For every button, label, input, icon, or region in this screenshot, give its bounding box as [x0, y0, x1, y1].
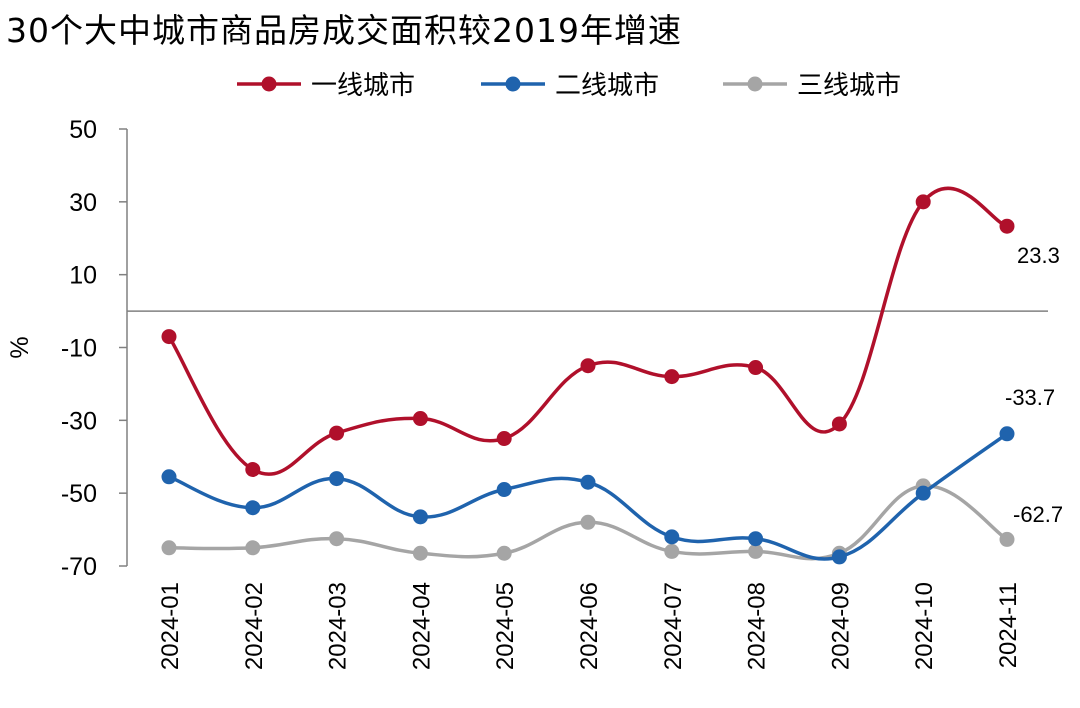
data-point — [748, 531, 764, 547]
y-tick-label: -10 — [61, 335, 97, 363]
data-point — [329, 471, 345, 487]
legend-item: 一线城市 — [237, 71, 415, 101]
y-tick-label: 50 — [69, 116, 97, 144]
y-axis-label: % — [6, 336, 34, 358]
series-line — [167, 186, 1009, 476]
x-tick-label: 2024-06 — [576, 582, 603, 670]
data-point — [496, 482, 512, 498]
data-point — [580, 514, 596, 530]
series-1 — [161, 186, 1015, 477]
legend-item: 二线城市 — [481, 71, 659, 101]
legend-label: 三线城市 — [797, 71, 901, 101]
data-point — [999, 218, 1015, 234]
x-tick-label: 2024-07 — [660, 582, 687, 670]
data-label: 23.3 — [1017, 243, 1060, 268]
x-tick-label: 2024-11 — [995, 582, 1022, 668]
data-point — [329, 531, 345, 547]
series-layer — [161, 186, 1015, 565]
legend-label: 一线城市 — [311, 71, 415, 101]
x-tick-label: 2024-09 — [827, 582, 854, 670]
data-point — [664, 543, 680, 559]
series-line — [167, 432, 1009, 561]
data-point — [161, 469, 177, 485]
axes: 50 30 10 -10 -30 -50 -70% 2024-01 2024-02 2024-03… — [6, 116, 1048, 670]
x-tick-label: 2024-01 — [157, 582, 184, 670]
legend-marker — [505, 76, 521, 92]
x-tick-label: 2024-02 — [241, 582, 268, 670]
data-point — [245, 500, 261, 516]
data-point — [664, 369, 680, 385]
data-point — [412, 411, 428, 427]
legend-marker — [747, 76, 763, 92]
data-point — [831, 549, 847, 565]
chart-title: 30个大中城市商品房成交面积较2019年增速 — [6, 11, 682, 50]
data-point — [831, 416, 847, 432]
y-tick-label: -70 — [61, 553, 97, 581]
data-point — [748, 360, 764, 376]
data-label: -62.7 — [1013, 502, 1063, 527]
y-tick-label: -50 — [61, 480, 97, 508]
x-tick-label: 2024-04 — [408, 582, 435, 670]
x-tick-label: 2024-03 — [325, 582, 352, 670]
x-tick-label: 2024-05 — [492, 582, 519, 670]
x-tick-label: 2024-08 — [744, 582, 771, 670]
legend-item: 三线城市 — [723, 71, 901, 101]
legend-label: 二线城市 — [555, 71, 659, 101]
data-point — [496, 545, 512, 561]
data-label: -33.7 — [1005, 385, 1055, 410]
data-point — [412, 509, 428, 525]
x-tick-label: 2024-10 — [911, 582, 938, 670]
legend: 一线城市 二线城市 三线城市 — [237, 71, 901, 101]
data-point — [915, 194, 931, 210]
data-point — [748, 543, 764, 559]
y-tick-label: -30 — [61, 407, 97, 435]
data-labels: 23.3 -33.7 -62.7 — [1005, 243, 1063, 527]
data-point — [161, 540, 177, 556]
data-point — [329, 425, 345, 441]
data-point — [580, 474, 596, 490]
series-3 — [161, 478, 1015, 561]
data-point — [999, 426, 1015, 442]
legend-marker — [261, 76, 277, 92]
data-point — [580, 358, 596, 374]
data-point — [915, 485, 931, 501]
data-point — [161, 329, 177, 345]
data-point — [245, 461, 261, 477]
data-point — [496, 431, 512, 447]
y-tick-label: 10 — [69, 262, 97, 290]
y-tick-label: 30 — [69, 189, 97, 217]
data-point — [999, 531, 1015, 547]
data-point — [245, 540, 261, 556]
data-point — [412, 545, 428, 561]
series-2 — [161, 426, 1015, 565]
data-point — [664, 529, 680, 545]
